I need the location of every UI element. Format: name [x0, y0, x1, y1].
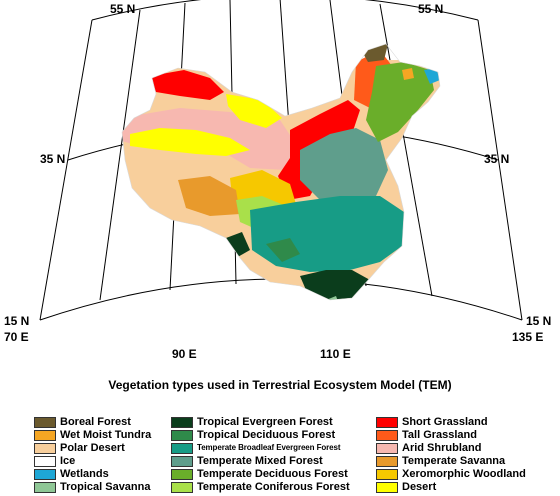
legend-label: Tall Grassland	[402, 429, 477, 441]
legend-label: Temperate Broadleaf Evergreen Forest	[197, 443, 341, 452]
legend-item: Xeromorphic Woodland	[376, 468, 526, 480]
label-lat-35n-left: 35 N	[40, 152, 65, 166]
legend-item: Temperate Deciduous Forest	[171, 468, 348, 480]
label-lat-35n-right: 35 N	[484, 152, 509, 166]
meridian-130e	[379, 3, 433, 297]
legend-item: Ice	[34, 455, 75, 467]
legend-swatch	[376, 416, 398, 428]
legend-label: Tropical Deciduous Forest	[197, 429, 336, 441]
legend-swatch	[171, 455, 193, 467]
label-lat-55n-left: 55 N	[110, 2, 135, 16]
legend-swatch	[171, 481, 193, 493]
label-lon-110e: 110 E	[320, 347, 351, 361]
legend-swatch	[34, 455, 56, 467]
vegetation-legend: Boreal Forest Wet Moist Tundra Polar Des…	[0, 412, 560, 496]
region-temperate-deciduous-forest	[366, 62, 434, 142]
legend-item: Boreal Forest	[34, 416, 131, 428]
legend-label: Desert	[402, 481, 437, 493]
region-desert-north	[130, 128, 250, 156]
legend-item: Temperate Mixed Forest	[171, 455, 323, 467]
legend-swatch	[171, 442, 193, 454]
legend-label: Polar Desert	[60, 442, 125, 454]
map-title: Vegetation types used in Terrestrial Eco…	[108, 378, 452, 392]
label-lat-15n-right: 15 N	[526, 314, 551, 328]
region-tropical-deciduous-forest	[266, 238, 300, 262]
label-lat-15n-left: 15 N	[4, 314, 29, 328]
legend-swatch	[171, 468, 193, 480]
region-tropical-evergreen-forest	[300, 270, 370, 300]
legend-item: Temperate Coniferous Forest	[171, 481, 350, 493]
parallel-15n	[39, 278, 523, 321]
region-wet-moist-tundra	[402, 68, 414, 80]
meridian-80e	[99, 9, 141, 301]
vegetation-regions	[122, 44, 440, 300]
legend-item: Tall Grassland	[376, 429, 477, 441]
label-lat-55n-right: 55 N	[418, 2, 443, 16]
region-wetlands	[424, 68, 440, 84]
legend-item: Tropical Deciduous Forest	[171, 429, 335, 441]
legend-item: Arid Shrubland	[376, 442, 481, 454]
legend-swatch	[171, 416, 193, 428]
region-desert-central	[226, 94, 282, 128]
legend-label: Short Grassland	[402, 416, 488, 428]
region-tropical-evergreen-forest-west	[226, 232, 250, 258]
region-temperate-savanna	[178, 176, 240, 216]
label-lon-135e: 135 E	[512, 330, 543, 344]
meridian-70e	[39, 19, 93, 321]
legend-swatch	[34, 429, 56, 441]
legend-label: Boreal Forest	[60, 416, 131, 428]
region-temperate-broadleaf-evergreen-forest	[250, 196, 404, 272]
legend-item: Wetlands	[34, 468, 109, 480]
land-outline	[121, 43, 441, 301]
legend-item: Tropical Savanna	[34, 481, 150, 493]
legend-item: Temperate Broadleaf Evergreen Forest	[171, 442, 341, 454]
legend-swatch	[376, 429, 398, 441]
legend-swatch	[34, 481, 56, 493]
legend-swatch	[34, 468, 56, 480]
legend-swatch	[376, 442, 398, 454]
legend-item: Wet Moist Tundra	[34, 429, 151, 441]
legend-item: Tropical Evergreen Forest	[171, 416, 333, 428]
parallel-55n	[91, 0, 479, 21]
region-temperate-mixed-forest	[300, 128, 388, 204]
label-lon-70e: 70 E	[4, 330, 29, 344]
region-short-grassland-north	[150, 70, 224, 100]
legend-label: Arid Shrubland	[402, 442, 482, 454]
legend-label: Temperate Coniferous Forest	[197, 481, 350, 493]
legend-swatch	[376, 455, 398, 467]
legend-label: Temperate Mixed Forest	[197, 455, 323, 467]
legend-label: Wetlands	[60, 468, 109, 480]
vegetation-map: 55 N 55 N 35 N 35 N 15 N 15 N 70 E 90 E …	[4, 0, 551, 361]
legend-label: Tropical Evergreen Forest	[197, 416, 333, 428]
legend-swatch	[376, 468, 398, 480]
legend-label: Ice	[60, 455, 76, 467]
legend-item: Temperate Savanna	[376, 455, 505, 467]
legend-label: Xeromorphic Woodland	[402, 468, 526, 480]
legend-item: Polar Desert	[34, 442, 125, 454]
legend-swatch	[34, 416, 56, 428]
legend-swatch	[34, 442, 56, 454]
legend-label: Temperate Savanna	[402, 455, 506, 467]
legend-item: Short Grassland	[376, 416, 488, 428]
label-lon-90e: 90 E	[172, 347, 197, 361]
legend-swatch	[376, 481, 398, 493]
legend-label: Tropical Savanna	[60, 481, 151, 493]
legend-swatch	[171, 429, 193, 441]
legend-label: Temperate Deciduous Forest	[197, 468, 348, 480]
legend-label: Wet Moist Tundra	[60, 429, 152, 441]
meridian-135e	[477, 19, 523, 321]
legend-item: Desert	[376, 481, 436, 493]
